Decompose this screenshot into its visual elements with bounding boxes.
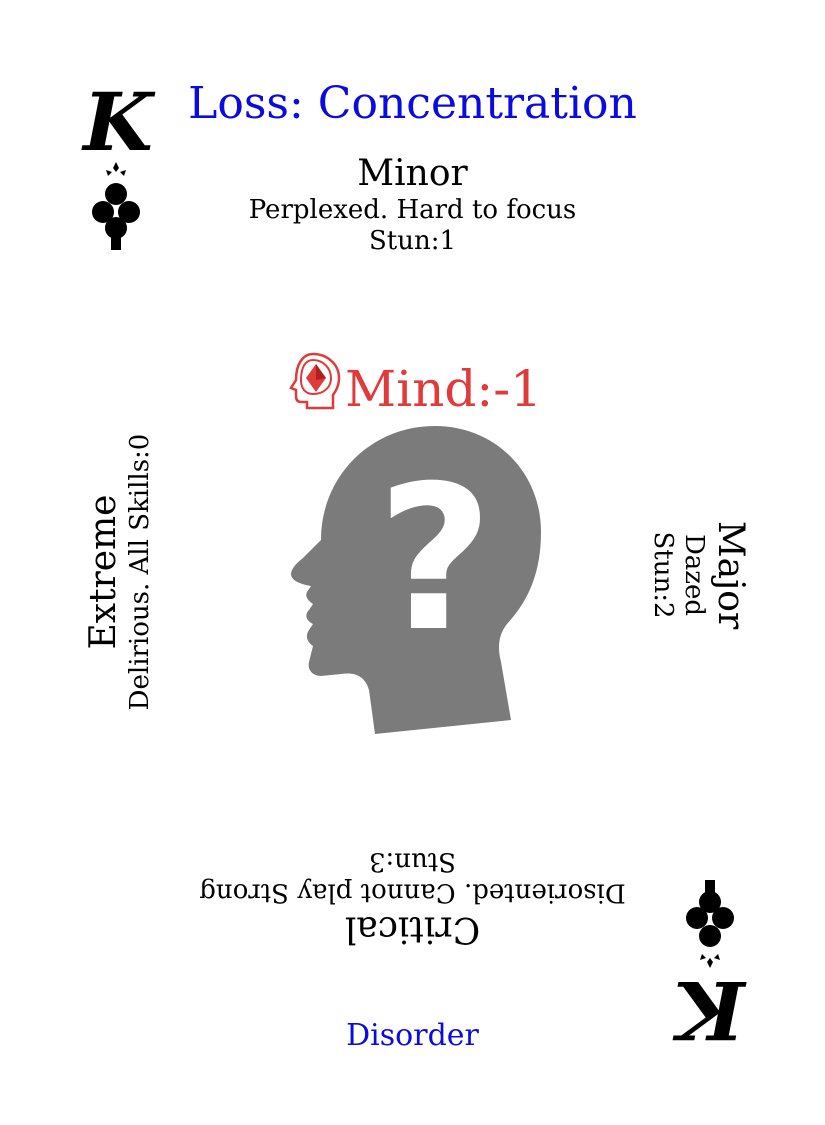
severity-block-bottom: Critical Disoriented. Cannot play Strong… xyxy=(170,845,655,951)
severity-label: Critical xyxy=(344,908,481,950)
stun-value: Stun:3 xyxy=(368,846,457,877)
attribute-row: Mind:-1 xyxy=(0,350,825,414)
severity-label: Major xyxy=(710,520,751,630)
card-title: Loss: Concentration xyxy=(188,78,637,129)
severity-block-top: Minor Perplexed. Hard to focus Stun:1 xyxy=(170,152,655,258)
severity-description: Delirious. All Skills:0 xyxy=(125,433,156,711)
attribute-label: Mind:-1 xyxy=(345,360,542,418)
severity-description: Disoriented. Cannot play Strong xyxy=(199,877,626,908)
mind-head-icon xyxy=(289,352,341,410)
clubs-suit-icon xyxy=(686,880,734,968)
clubs-suit-icon xyxy=(92,162,140,250)
head-question-mark-icon: ? xyxy=(291,426,541,734)
severity-block-left: Extreme Delirious. All Skills:0 xyxy=(82,422,156,722)
stun-value: Stun:2 xyxy=(647,531,678,619)
stun-value: Stun:1 xyxy=(368,226,457,257)
severity-block-right: Major Dazed Stun:2 xyxy=(646,475,752,675)
severity-description: Dazed xyxy=(678,533,709,617)
severity-label: Extreme xyxy=(83,494,124,650)
severity-label: Minor xyxy=(357,153,468,194)
svg-text:?: ? xyxy=(377,443,493,676)
card-category: Disorder xyxy=(346,1018,479,1053)
severity-description: Perplexed. Hard to focus xyxy=(248,195,577,226)
rank-top-left: K xyxy=(83,75,153,169)
